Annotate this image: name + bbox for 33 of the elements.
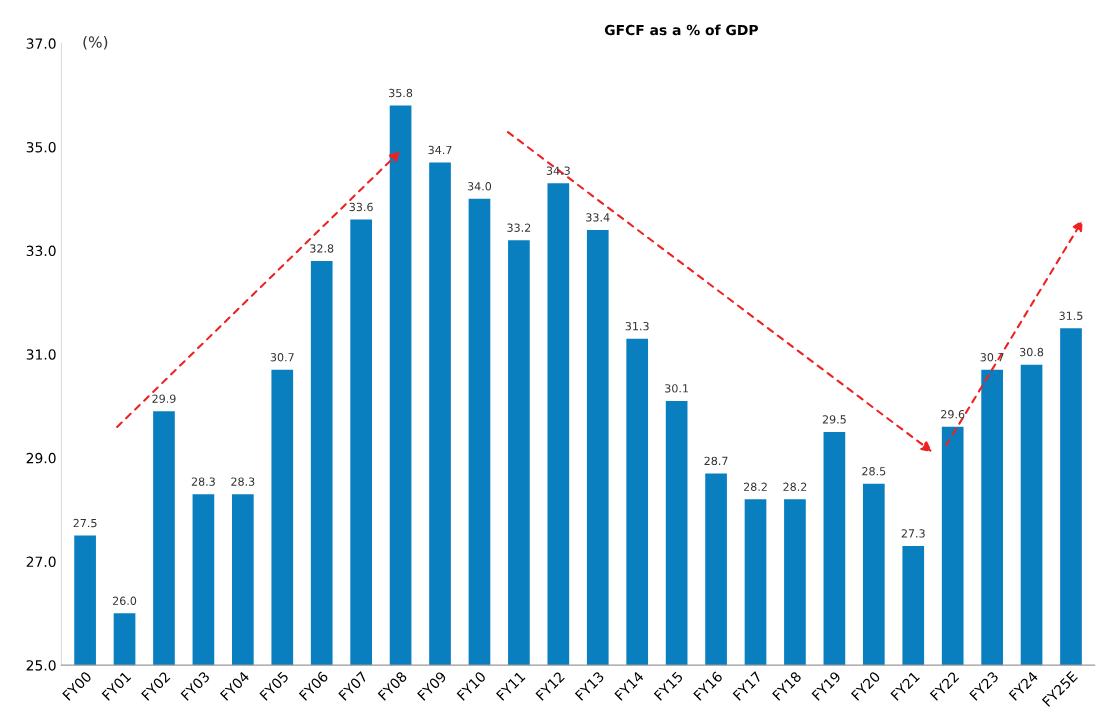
data-label: 34.7 <box>428 145 452 155</box>
data-label: 31.5 <box>1059 311 1083 320</box>
data-label: 28.5 <box>862 467 886 476</box>
data-label: 28.3 <box>191 477 215 486</box>
data-label: 28.2 <box>783 482 807 491</box>
data-label: 28.2 <box>743 482 767 491</box>
data-label: 30.1 <box>665 384 688 393</box>
data-label: 26.0 <box>112 596 137 605</box>
y-tick-label: 37.0 <box>26 38 56 49</box>
y-tick-label: 27.0 <box>26 556 56 567</box>
data-label: 29.9 <box>152 394 176 403</box>
y-tick-label: 29.0 <box>26 452 56 464</box>
data-label: 34.0 <box>467 182 492 191</box>
data-label: 30.7 <box>270 353 294 362</box>
y-tick-label: 25.0 <box>26 660 56 671</box>
data-label: 29.5 <box>822 415 846 424</box>
data-label: 31.3 <box>625 321 649 331</box>
data-label: 35.8 <box>389 88 413 98</box>
data-label: 28.7 <box>704 456 728 466</box>
y-axis-title: (%) <box>83 36 108 50</box>
data-label: 27.5 <box>73 518 97 528</box>
y-tick-label: 31.0 <box>26 349 56 360</box>
data-label: 33.6 <box>349 202 373 212</box>
data-label: 33.4 <box>586 213 610 222</box>
data-label: 33.2 <box>507 223 531 232</box>
chart-title: GFCF as a % of GDP <box>604 24 758 36</box>
y-tick-label: 35.0 <box>26 141 56 153</box>
data-label: 32.8 <box>310 244 334 253</box>
data-label: 29.6 <box>941 410 965 419</box>
y-tick-label: 33.0 <box>26 245 56 257</box>
data-label: 27.3 <box>901 529 925 538</box>
data-label: 28.3 <box>231 477 255 486</box>
data-label: 30.8 <box>1020 347 1044 357</box>
